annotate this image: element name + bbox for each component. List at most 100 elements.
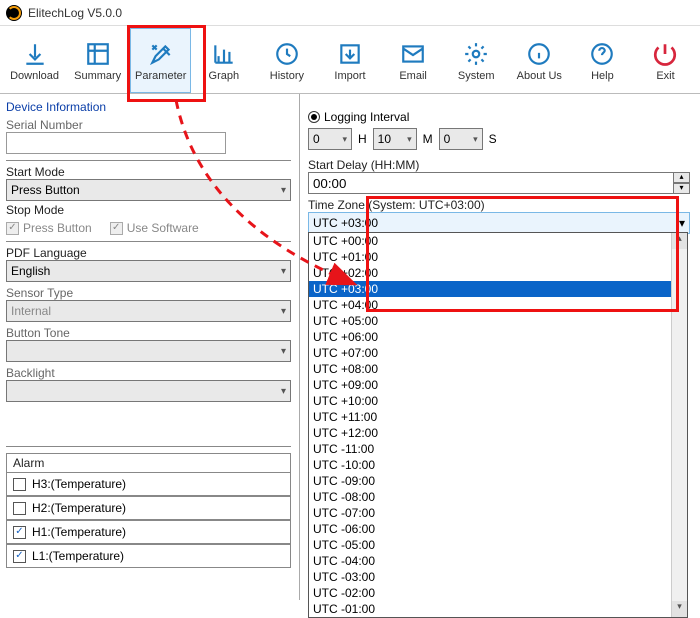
- toolbar-aboutus-button[interactable]: About Us: [509, 28, 570, 93]
- timezone-option[interactable]: UTC -10:00: [309, 457, 687, 473]
- alarm-row-label: H2:(Temperature): [32, 501, 126, 515]
- chevron-down-icon: ▾: [281, 185, 286, 196]
- alarm-checkbox[interactable]: [13, 526, 26, 539]
- toolbar-parameter-button[interactable]: Parameter: [130, 28, 191, 93]
- backlight-combo: ▾: [6, 380, 291, 402]
- timezone-option[interactable]: UTC +09:00: [309, 377, 687, 393]
- spin-up-icon[interactable]: ▴: [674, 172, 690, 183]
- chevron-down-icon: ▾: [281, 266, 286, 277]
- toolbar-label: Import: [334, 70, 365, 82]
- scrollbar[interactable]: ▴ ▾: [671, 233, 687, 617]
- timezone-option[interactable]: UTC -07:00: [309, 505, 687, 521]
- timezone-option[interactable]: UTC +02:00: [309, 265, 687, 281]
- exit-icon: [651, 40, 679, 68]
- toolbar-label: Download: [10, 70, 59, 82]
- titlebar: ElitechLog V5.0.0: [0, 0, 700, 26]
- sensor-type-label: Sensor Type: [6, 286, 291, 300]
- alarm-checkbox[interactable]: [13, 550, 26, 563]
- toolbar-label: Help: [591, 70, 614, 82]
- timezone-option[interactable]: UTC -02:00: [309, 585, 687, 601]
- timezone-option[interactable]: UTC +10:00: [309, 393, 687, 409]
- device-info-title: Device Information: [6, 100, 291, 114]
- toolbar: Download Summary Parameter Graph History Impo…: [0, 26, 700, 94]
- toolbar-exit-button[interactable]: Exit: [635, 28, 696, 93]
- import-icon: [336, 40, 364, 68]
- timezone-option[interactable]: UTC -11:00: [309, 441, 687, 457]
- alarm-checkbox[interactable]: [13, 502, 26, 515]
- toolbar-label: Email: [399, 70, 427, 82]
- start-mode-label: Start Mode: [6, 165, 291, 179]
- interval-hours[interactable]: 0▾: [308, 128, 352, 150]
- alarm-row-label: H3:(Temperature): [32, 477, 126, 491]
- timezone-option[interactable]: UTC -05:00: [309, 537, 687, 553]
- timezone-option[interactable]: UTC +06:00: [309, 329, 687, 345]
- alarm-checkbox[interactable]: [13, 478, 26, 491]
- interval-m-label: M: [423, 132, 433, 146]
- left-pane: Device Information Serial Number Start M…: [0, 94, 300, 600]
- alarm-row-label: H1:(Temperature): [32, 525, 126, 539]
- toolbar-import-button[interactable]: Import: [319, 28, 380, 93]
- pdf-language-label: PDF Language: [6, 246, 291, 260]
- timezone-option[interactable]: UTC +11:00: [309, 409, 687, 425]
- toolbar-help-button[interactable]: Help: [572, 28, 633, 93]
- timezone-option[interactable]: UTC +05:00: [309, 313, 687, 329]
- timezone-option[interactable]: UTC +08:00: [309, 361, 687, 377]
- timezone-option[interactable]: UTC -03:00: [309, 569, 687, 585]
- stop-mode-label: Stop Mode: [6, 203, 291, 217]
- timezone-option[interactable]: UTC +01:00: [309, 249, 687, 265]
- start-mode-value: Press Button: [11, 183, 80, 197]
- toolbar-download-button[interactable]: Download: [4, 28, 65, 93]
- start-delay-input[interactable]: ▴▾: [308, 172, 690, 194]
- toolbar-system-button[interactable]: System: [446, 28, 507, 93]
- alarm-row: H3:(Temperature): [6, 472, 291, 496]
- serial-number-input[interactable]: [6, 132, 226, 154]
- timezone-dropdown[interactable]: ▴ ▾ UTC +00:00UTC +01:00UTC +02:00UTC +0…: [308, 232, 688, 618]
- timezone-option[interactable]: UTC +00:00: [309, 233, 687, 249]
- aboutus-icon: [525, 40, 553, 68]
- timezone-option[interactable]: UTC +04:00: [309, 297, 687, 313]
- system-icon: [462, 40, 490, 68]
- toolbar-summary-button[interactable]: Summary: [67, 28, 128, 93]
- backlight-label: Backlight: [6, 366, 291, 380]
- chevron-down-icon: ▾: [281, 346, 286, 357]
- toolbar-graph-button[interactable]: Graph: [193, 28, 254, 93]
- toolbar-label: Exit: [656, 70, 674, 82]
- spin-down-icon[interactable]: ▾: [674, 183, 690, 194]
- toolbar-history-button[interactable]: History: [256, 28, 317, 93]
- toolbar-label: History: [270, 70, 304, 82]
- alarm-row-label: L1:(Temperature): [32, 549, 124, 563]
- timezone-combo[interactable]: UTC +03:00 ▾: [308, 212, 690, 234]
- help-icon: [588, 40, 616, 68]
- pdf-language-value: English: [11, 264, 50, 278]
- chevron-down-icon: ▾: [281, 306, 286, 317]
- sensor-type-value: Internal: [11, 304, 51, 318]
- logging-interval-radio[interactable]: [308, 111, 320, 123]
- timezone-option[interactable]: UTC -01:00: [309, 601, 687, 617]
- timezone-option[interactable]: UTC -09:00: [309, 473, 687, 489]
- chevron-down-icon: ▾: [679, 216, 685, 230]
- chevron-down-icon: ▾: [281, 386, 286, 397]
- button-tone-label: Button Tone: [6, 326, 291, 340]
- stop-press-button-checkbox: [6, 222, 19, 235]
- download-icon: [21, 40, 49, 68]
- scroll-down-icon[interactable]: ▾: [672, 601, 687, 617]
- parameter-icon: [147, 40, 175, 68]
- timezone-option[interactable]: UTC -04:00: [309, 553, 687, 569]
- scroll-up-icon[interactable]: ▴: [672, 233, 687, 249]
- toolbar-label: System: [458, 70, 495, 82]
- timezone-option[interactable]: UTC +07:00: [309, 345, 687, 361]
- timezone-option[interactable]: UTC -08:00: [309, 489, 687, 505]
- toolbar-label: Parameter: [135, 70, 186, 82]
- interval-minutes[interactable]: 10▾: [373, 128, 417, 150]
- app-logo-icon: [6, 5, 22, 21]
- interval-seconds[interactable]: 0▾: [439, 128, 483, 150]
- timezone-option[interactable]: UTC +03:00: [309, 281, 687, 297]
- alarm-title: Alarm: [6, 453, 291, 472]
- history-icon: [273, 40, 301, 68]
- start-mode-combo[interactable]: Press Button ▾: [6, 179, 291, 201]
- timezone-option[interactable]: UTC -06:00: [309, 521, 687, 537]
- toolbar-email-button[interactable]: Email: [383, 28, 444, 93]
- pdf-language-combo[interactable]: English ▾: [6, 260, 291, 282]
- timezone-option[interactable]: UTC +12:00: [309, 425, 687, 441]
- toolbar-label: Graph: [209, 70, 240, 82]
